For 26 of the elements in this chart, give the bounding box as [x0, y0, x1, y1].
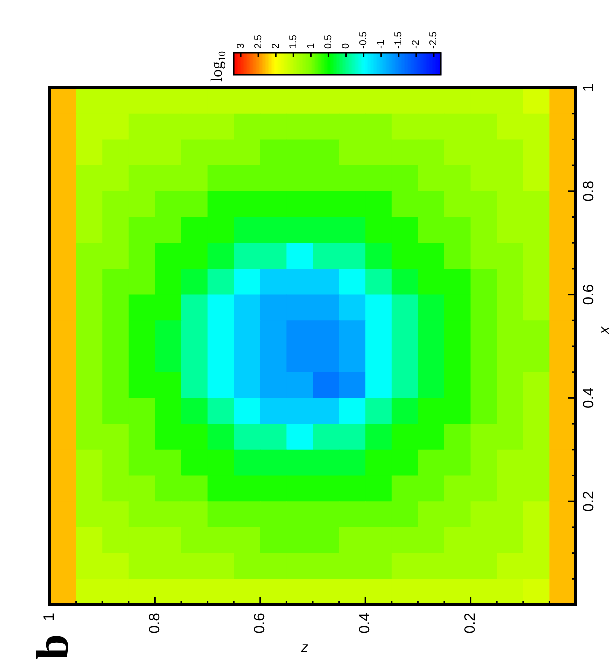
x-tick-label: 0.8 — [146, 613, 164, 634]
y-tick-label: 0.2 — [580, 491, 598, 512]
y-tick-label: 0.6 — [580, 284, 598, 306]
color-bar-label: -1.5 — [394, 31, 405, 49]
color-bar-label: 3 — [236, 43, 247, 49]
x-tick-label: 0.4 — [356, 613, 374, 634]
color-bar-label: 2 — [270, 43, 282, 49]
x-tick-label: 0.6 — [252, 613, 269, 634]
color-bar-title: log10 — [209, 52, 229, 82]
text: b — [27, 634, 78, 660]
x-tick-label: 1 — [41, 613, 58, 622]
y-tick-label: 0.4 — [580, 388, 598, 409]
x-tick-label: 0.2 — [462, 613, 479, 634]
color-bar-label: 2.5 — [253, 34, 264, 49]
color-bar-label: 0.5 — [323, 34, 334, 49]
y-axis-title: x — [596, 326, 611, 335]
y-tick-label: 1 — [580, 84, 598, 92]
color-bar-label: -2 — [411, 40, 422, 49]
color-bar-label: 1 — [306, 43, 317, 49]
color-bar-label: -2.5 — [428, 31, 440, 49]
color-bar-label: -0.5 — [358, 31, 370, 49]
color-bar-label: 0 — [341, 43, 352, 49]
x-axis-title: z — [300, 638, 308, 655]
color-bar-label: -1 — [376, 40, 388, 49]
color-bar-label: 1.5 — [288, 34, 300, 49]
y-tick-label: 0.8 — [580, 180, 598, 202]
